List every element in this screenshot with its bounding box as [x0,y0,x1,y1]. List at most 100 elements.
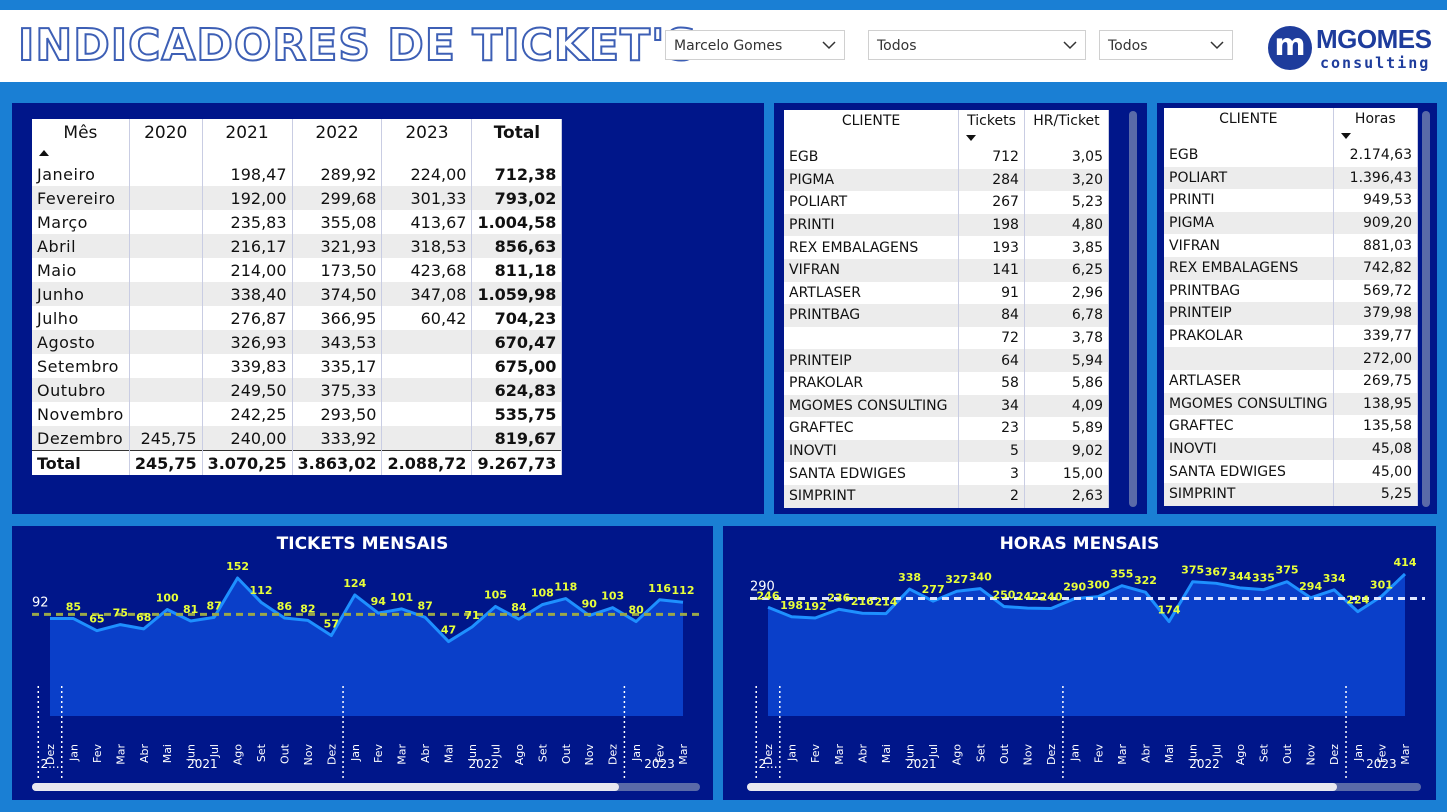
filter-client-dropdown[interactable]: Todos [868,30,1086,60]
x-tick-label: Mai [443,744,456,763]
column-header-2023[interactable]: 2023 [381,119,473,162]
table-row[interactable]: Maio 214,00 173,50 423,68 811,18 [32,258,563,282]
table-row[interactable]: PRINTI 949,53 [1164,189,1419,212]
x-tick-label: Jan [349,744,362,762]
table-row[interactable]: Março 235,83 355,08 413,67 1.004,58 [32,210,563,234]
data-label: 94 [371,595,387,608]
table-row[interactable]: MGOMES CONSULTING 34 4,09 [784,394,1110,418]
column-header-total[interactable]: Total [471,119,563,162]
year-group-label: 2023 [1366,757,1397,771]
table-row[interactable]: PRAKOLAR 58 5,86 [784,371,1110,395]
chart-title: TICKETS MENSAIS [276,534,449,554]
table-row[interactable]: Janeiro 198,47 289,92 224,00 712,38 [32,162,563,186]
column-header-cliente[interactable]: CLIENTE [784,110,960,146]
x-tick-label: Fev [809,744,822,763]
table-row[interactable]: 72 3,78 [784,326,1110,350]
total-value-cell: 2.088,72 [381,450,473,475]
value-cell [381,354,473,378]
table-row[interactable]: PRINTBAG 569,72 [1164,279,1419,303]
value-cell: 192,00 [202,186,293,210]
tickets-count-cell: 5 [958,439,1025,463]
x-tick-label: Mai [161,744,174,763]
horizontal-scrollbar-thumb[interactable] [747,783,1337,791]
data-label: 301 [1370,578,1393,591]
table-row[interactable]: EGB 2.174,63 [1164,144,1419,167]
series-area [50,578,683,716]
horizontal-scrollbar-thumb[interactable] [32,783,619,791]
table-row[interactable]: PRINTBAG 84 6,78 [784,304,1110,327]
table-row[interactable]: 272,00 [1164,347,1419,370]
vertical-scrollbar[interactable] [1422,111,1430,507]
table-row[interactable]: PRINTEIP 64 5,94 [784,349,1110,372]
table-row[interactable]: PRINTI 198 4,80 [784,213,1110,237]
hours-cell: 272,00 [1333,347,1419,370]
table-row[interactable]: INOVTI 45,08 [1164,437,1419,461]
table-row[interactable]: SANTA EDWIGES 3 15,00 [784,462,1110,485]
table-row[interactable]: Novembro 242,25 293,50 535,75 [32,402,563,426]
table-row[interactable]: REX EMBALAGENS 742,82 [1164,256,1419,280]
table-row[interactable]: Outubro 249,50 375,33 624,83 [32,378,563,402]
table-row[interactable]: POLIART 1.396,43 [1164,166,1419,190]
month-cell: Junho [32,282,130,306]
client-name-cell: EGB [1164,144,1334,167]
table-row[interactable]: POLIART 267 5,23 [784,191,1110,214]
chevron-down-icon [1210,41,1224,50]
table-row[interactable]: MGOMES CONSULTING 138,95 [1164,392,1419,416]
data-label: 250 [992,588,1015,601]
data-label: 375 [1181,564,1204,577]
data-label: 340 [969,571,992,584]
month-cell: Fevereiro [32,186,130,210]
table-row[interactable]: Junho 338,40 374,50 347,08 1.059,98 [32,282,563,306]
series-line [50,576,684,644]
data-label: 335 [1252,572,1275,585]
column-header-tickets[interactable]: Tickets [958,110,1025,146]
x-tick-label: Jan [630,744,643,762]
column-header-2020[interactable]: 2020 [129,119,203,162]
table-row[interactable]: Agosto 326,93 343,53 670,47 [32,330,563,354]
table-row[interactable]: VIFRAN 881,03 [1164,234,1419,257]
table-row[interactable]: ARTLASER 269,75 [1164,369,1419,393]
tickets-count-cell: 712 [958,146,1025,169]
table-row[interactable]: Dezembro 245,75 240,00 333,92 819,67 [32,426,563,451]
column-header-2021[interactable]: 2021 [202,119,293,162]
table-row[interactable]: SIMPRINT 5,25 [1164,482,1419,506]
column-header-2022[interactable]: 2022 [292,119,383,162]
data-label: 294 [1299,580,1322,593]
filter-consultant-dropdown[interactable]: Marcelo Gomes [665,30,845,60]
client-name-cell: ARTLASER [1164,369,1334,393]
table-row[interactable]: PRAKOLAR 339,77 [1164,324,1419,348]
table-row[interactable]: REX EMBALAGENS 193 3,85 [784,236,1110,259]
x-tick-label: Dez [325,744,338,765]
table-row[interactable]: ARTLASER 91 2,96 [784,281,1110,305]
table-row[interactable]: PIGMA 284 3,20 [784,168,1110,192]
filter-year-dropdown[interactable]: Todos [1099,30,1233,60]
data-label: 240 [1040,590,1063,603]
table-row[interactable]: EGB 712 3,05 [784,146,1110,169]
value-cell: 276,87 [202,306,293,330]
table-row[interactable]: INOVTI 5 9,02 [784,439,1110,463]
table-row[interactable]: Julho 276,87 366,95 60,42 704,23 [32,306,563,330]
table-row[interactable]: VIFRAN 141 6,25 [784,258,1110,282]
x-tick-label: Jul [927,744,940,758]
table-row[interactable]: SANTA EDWIGES 45,00 [1164,460,1419,483]
table-row[interactable]: Setembro 339,83 335,17 675,00 [32,354,563,378]
data-label: 101 [390,591,413,604]
column-header-cliente[interactable]: CLIENTE [1164,108,1334,144]
data-label: 81 [183,603,198,616]
table-row[interactable]: GRAFTEC 23 5,89 [784,417,1110,440]
column-header-horas[interactable]: Horas [1333,108,1419,144]
x-tick-label: Abr [419,744,432,764]
table-row[interactable]: PRINTEIP 379,98 [1164,302,1419,325]
table-row[interactable]: Abril 216,17 321,93 318,53 856,63 [32,234,563,258]
column-header-month[interactable]: Mês [32,119,130,162]
vertical-scrollbar[interactable] [1129,111,1137,507]
table-row[interactable]: PIGMA 909,20 [1164,211,1419,235]
value-cell: 366,95 [292,306,383,330]
table-row[interactable]: GRAFTEC 135,58 [1164,415,1419,438]
column-header-hr-ticket[interactable]: HR/Ticket [1024,110,1110,146]
table-row[interactable]: SIMPRINT 2 2,63 [784,484,1110,508]
value-cell: 249,50 [202,378,293,402]
table-row[interactable]: Fevereiro 192,00 299,68 301,33 793,02 [32,186,563,210]
x-tick-label: Fev [91,744,104,763]
hours-per-ticket-cell: 3,05 [1024,146,1110,169]
